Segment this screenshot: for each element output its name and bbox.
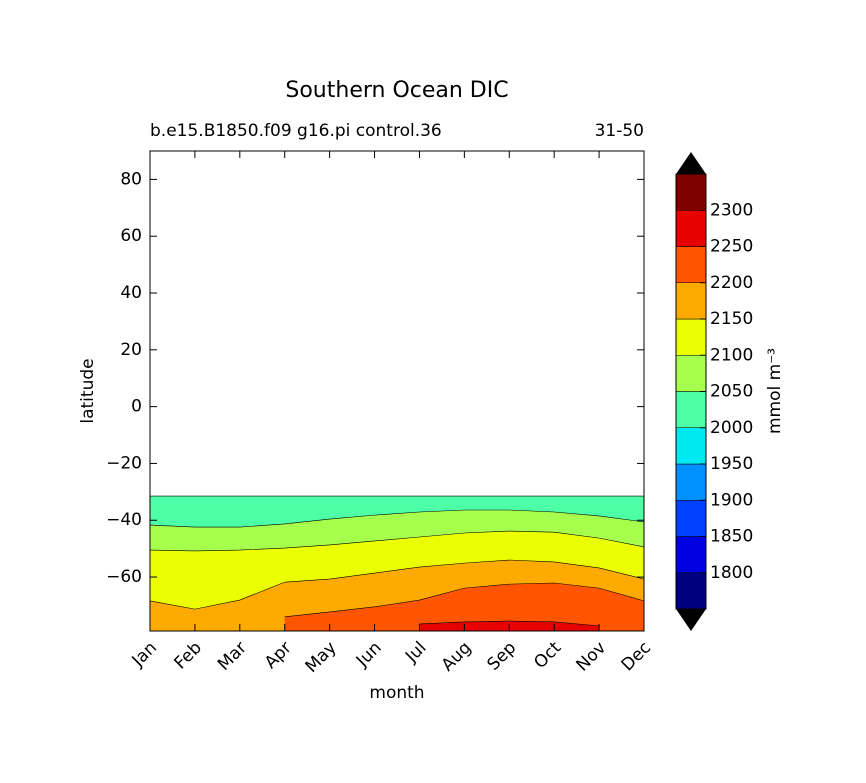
colorbar-label: mmol m⁻³: [765, 348, 785, 434]
y-tick-label: −60: [106, 567, 142, 587]
colorbar-band: [675, 318, 707, 356]
subtitle-right: 31-50: [595, 121, 644, 141]
colorbar-band: [675, 572, 707, 610]
y-tick-label: 80: [120, 169, 142, 189]
colorbar-tick-label: 1950: [710, 454, 753, 474]
colorbar-tick-label: 2000: [710, 418, 753, 438]
colorbar-band: [675, 355, 707, 392]
y-tick-label: 0: [131, 397, 142, 417]
contour-line: [149, 530, 645, 552]
colorbar-band: [675, 246, 707, 283]
chart-title: Southern Ocean DIC: [285, 78, 508, 103]
colorbar-band: [675, 210, 707, 247]
y-tick-label: 20: [120, 340, 142, 360]
colorbar-tick-label: 2250: [710, 237, 753, 257]
colorbar-tick-label: 2150: [710, 309, 753, 329]
colorbar-tick-label: 1800: [710, 563, 753, 583]
colorbar-tick-label: 2200: [710, 273, 753, 293]
colorbar-extend: [676, 152, 706, 174]
colorbar-tick-label: 2050: [710, 382, 753, 402]
colorbar-tick-label: 1850: [710, 527, 753, 547]
y-tick-label: 60: [120, 226, 142, 246]
colorbar-band: [675, 500, 707, 537]
colorbar-band: [675, 536, 707, 573]
y-axis-label: latitude: [78, 358, 98, 423]
colorbar-tick-label: 2300: [710, 200, 753, 220]
colorbar-tick-label: 2100: [710, 345, 753, 365]
y-tick-label: 40: [120, 283, 142, 303]
colorbar-band: [675, 427, 707, 465]
axes-frame: [149, 150, 645, 632]
colorbar-band: [675, 463, 707, 501]
colorbar-tick-label: 1900: [710, 490, 753, 510]
y-tick-label: −40: [106, 510, 142, 530]
subtitle-left: b.e15.B1850.f09 g16.pi control.36: [150, 121, 442, 141]
contour-line: [149, 559, 645, 610]
contour-fill: [284, 583, 644, 631]
colorbar-band: [675, 173, 707, 211]
contour-line: [419, 620, 600, 627]
contour-line: [284, 582, 645, 618]
colorbar-extend: [676, 609, 706, 631]
x-axis-label: month: [369, 683, 424, 703]
colorbar-band: [675, 282, 707, 320]
y-tick-label: −20: [106, 453, 142, 473]
contour-line: [149, 509, 645, 528]
colorbar-band: [675, 391, 707, 428]
